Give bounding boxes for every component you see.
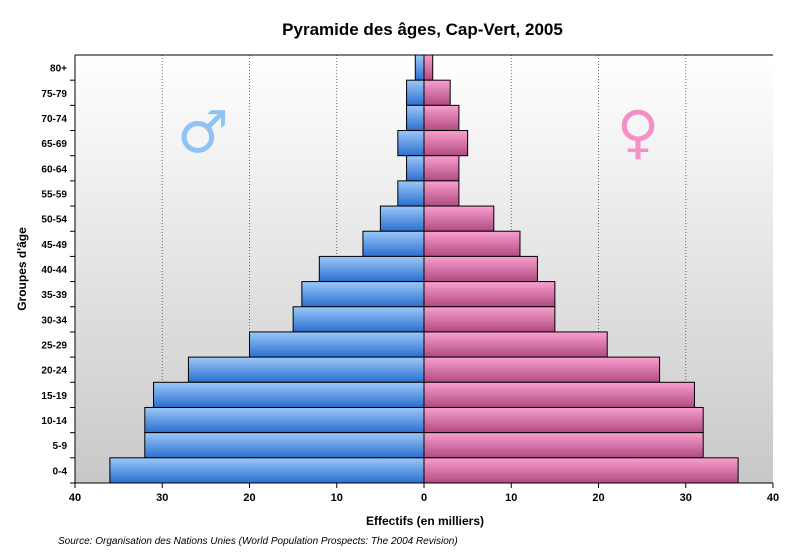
female-bar-65-69 [423, 130, 469, 157]
female-symbol: ♀ [617, 98, 659, 166]
female-bar-70-74 [423, 104, 460, 132]
x-axis-label: Effectifs (en milliers) [365, 514, 485, 528]
y-tick-label: 50-54 [41, 215, 67, 226]
x-tick-label: 30 [156, 492, 168, 504]
male-bar-10-14 [144, 406, 425, 434]
male-bar-20-24 [187, 356, 425, 383]
male-bar-70-74 [406, 104, 425, 132]
male-bar-30-34 [292, 306, 425, 333]
female-bar-30-34 [423, 306, 556, 333]
y-tick-label: 25-29 [41, 341, 67, 352]
male-bar-25-29 [249, 331, 425, 358]
male-bar-65-69 [397, 130, 425, 157]
male-bar-15-19 [153, 381, 425, 408]
female-bar-35-39 [423, 281, 556, 308]
female-bar-20-24 [423, 356, 661, 383]
x-tick-label: 30 [680, 492, 692, 504]
male-bar-80+ [414, 54, 425, 81]
source-note: Source: Organisation des Nations Unies (… [58, 536, 458, 547]
female-bar-0-4 [423, 457, 739, 484]
y-tick-label: 20-24 [41, 366, 67, 377]
y-tick-label: 5-9 [53, 441, 68, 452]
female-bar-10-14 [423, 406, 704, 434]
male-bar-35-39 [301, 281, 425, 308]
x-tick-label: 10 [505, 492, 517, 504]
y-tick-label: 80+ [50, 64, 67, 75]
female-bar-25-29 [423, 331, 608, 358]
y-tick-label: 60-64 [41, 164, 67, 175]
x-tick-label: 10 [331, 492, 343, 504]
male-bar-75-79 [406, 79, 425, 106]
male-bar-60-64 [406, 155, 425, 182]
y-tick-label: 45-49 [41, 240, 67, 251]
female-bar-50-54 [423, 205, 495, 232]
female-bar-5-9 [423, 432, 704, 459]
female-bar-80+ [423, 54, 434, 81]
female-bar-75-79 [423, 79, 451, 106]
chart-title: Pyramide des âges, Cap-Vert, 2005 [282, 20, 563, 39]
y-tick-label: 35-39 [41, 290, 67, 301]
y-tick-label: 10-14 [41, 416, 67, 427]
male-bar-45-49 [362, 230, 425, 257]
x-tick-label: 40 [69, 492, 81, 504]
female-bar-60-64 [423, 155, 460, 182]
y-tick-label: 55-59 [41, 189, 67, 200]
male-bar-5-9 [144, 432, 425, 459]
female-bar-40-44 [423, 255, 538, 283]
female-bar-45-49 [423, 230, 521, 257]
male-symbol: ♂ [177, 98, 229, 166]
y-tick-label: 75-79 [41, 89, 67, 100]
y-tick-label: 65-69 [41, 139, 67, 150]
y-tick-label: 30-34 [41, 315, 67, 326]
y-tick-label: 0-4 [53, 466, 68, 477]
male-bar-40-44 [318, 255, 425, 283]
x-tick-label: 40 [767, 492, 779, 504]
x-tick-label: 20 [243, 492, 255, 504]
x-tick-label: 0 [421, 492, 427, 504]
female-bar-15-19 [423, 381, 695, 408]
male-bar-55-59 [397, 180, 425, 207]
female-bar-55-59 [423, 180, 460, 207]
male-bar-0-4 [109, 457, 425, 484]
x-tick-label: 20 [592, 492, 604, 504]
male-bar-50-54 [379, 205, 425, 232]
y-tick-label: 15-19 [41, 391, 67, 402]
y-tick-label: 40-44 [41, 265, 67, 276]
y-tick-label: 70-74 [41, 114, 67, 125]
